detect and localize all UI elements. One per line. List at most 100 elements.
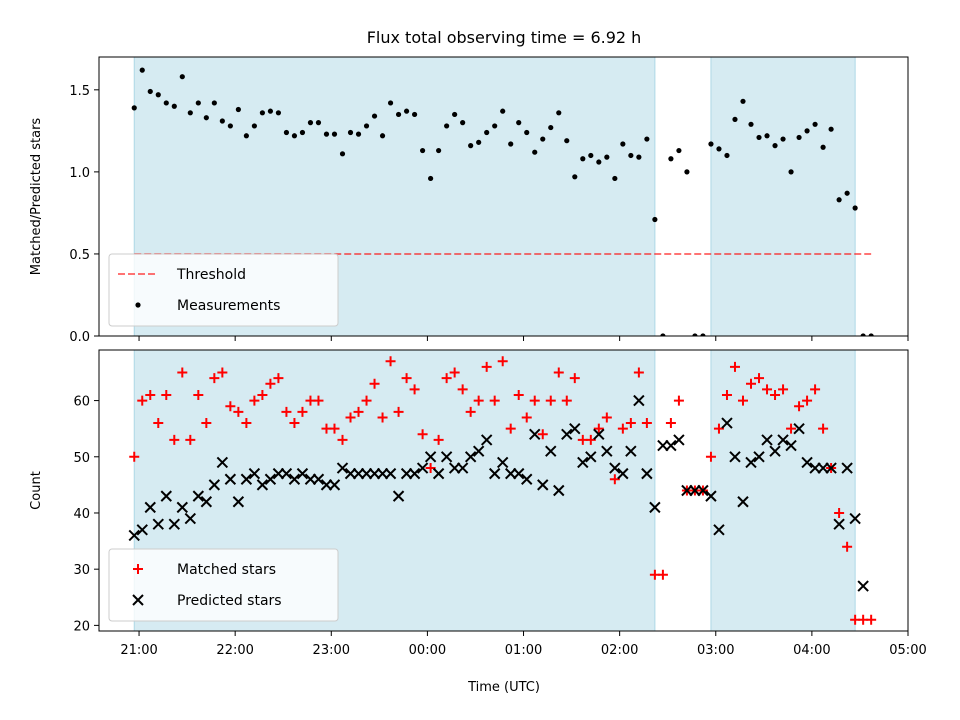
- matched-star-point: [754, 373, 765, 384]
- matched-star-point: [497, 356, 508, 367]
- predicted-star-point: [641, 467, 653, 480]
- measurement-point: [612, 175, 618, 182]
- measurement-point: [403, 108, 410, 114]
- matched-star-point: [281, 406, 292, 417]
- x-tick-label: 05:00: [889, 643, 926, 658]
- matched-star-point: [193, 389, 204, 400]
- predicted-star-point: [537, 479, 549, 491]
- plot-area-2: [128, 356, 877, 625]
- measurement-point: [163, 100, 169, 106]
- matched-star-point: [129, 451, 140, 462]
- predicted-star-point: [721, 417, 733, 429]
- predicted-star-point: [456, 462, 469, 474]
- matched-star-point: [762, 384, 773, 395]
- measurement-point: [195, 100, 201, 106]
- measurement-point: [620, 141, 626, 147]
- matched-star-point: [465, 406, 476, 417]
- legend: Threshold Measurements: [108, 253, 339, 327]
- predicted-star-point: [545, 445, 557, 457]
- x-tick-label: 03:00: [697, 643, 734, 658]
- measurement-point: [291, 133, 298, 139]
- measurement-point: [323, 131, 330, 137]
- matched-star-point: [377, 412, 388, 423]
- matched-star-point: [481, 361, 492, 372]
- predicted-star-point: [144, 501, 156, 514]
- predicted-star-point: [312, 473, 325, 485]
- measurement-point: [484, 129, 490, 136]
- predicted-star-point: [192, 490, 205, 502]
- measurement-point: [468, 143, 474, 149]
- predicted-star-point: [761, 434, 773, 446]
- matched-star-point: [665, 418, 676, 429]
- measurement-point: [628, 152, 634, 159]
- matched-star-point: [713, 423, 724, 434]
- measurement-point: [764, 133, 770, 139]
- measurement-point: [596, 159, 602, 165]
- predicted-star-point: [264, 473, 277, 485]
- matched-star-point: [153, 418, 164, 429]
- measurement-point: [219, 118, 225, 124]
- y-tick-label: 1.0: [69, 166, 90, 181]
- predicted-star-point: [408, 467, 421, 480]
- y-axis-label: Count: [29, 471, 44, 510]
- matched-star-point: [657, 569, 668, 580]
- predicted-star-point: [440, 451, 453, 463]
- measurement-point: [732, 116, 738, 122]
- predicted-star-point: [529, 428, 541, 441]
- matched-star-point: [778, 384, 789, 395]
- measurement-point: [444, 123, 450, 129]
- measurement-point: [275, 110, 282, 116]
- predicted-star-point: [472, 445, 485, 457]
- y-tick-label: 30: [73, 563, 90, 578]
- measurement-point: [828, 126, 834, 132]
- observing-band-2: [710, 349, 856, 632]
- matched-star-point: [625, 418, 636, 429]
- predicted-star-point: [488, 467, 501, 480]
- matched-star-point: [257, 389, 268, 400]
- predicted-star-point: [336, 462, 349, 474]
- matched-star-point: [449, 367, 460, 378]
- predicted-star-point: [513, 467, 525, 480]
- measurement-point: [315, 120, 322, 126]
- y-tick-label: 0.5: [69, 248, 90, 263]
- matched-star-point: [569, 373, 580, 384]
- x-tick-label: 04:00: [793, 643, 830, 658]
- measurement-point: [788, 169, 794, 175]
- measurement-point: [572, 174, 578, 180]
- matched-star-point: [417, 429, 428, 440]
- predicted-star-point: [392, 490, 405, 502]
- matched-star-point: [313, 395, 324, 406]
- predicted-star-point: [737, 496, 749, 508]
- measurement-point: [844, 190, 850, 196]
- measurement-point: [580, 156, 586, 162]
- measurement-point: [420, 147, 426, 154]
- x-tick-label: 02:00: [601, 643, 638, 658]
- y-axis-label: Matched/Predicted stars: [29, 118, 44, 276]
- predicted-star-point: [609, 462, 621, 474]
- measurement-point: [660, 333, 666, 336]
- matched-star-point: [633, 367, 644, 378]
- predicted-star-point: [521, 473, 533, 485]
- measurement-point: [139, 67, 145, 73]
- measurement-point: [676, 147, 682, 154]
- measurement-point: [692, 333, 698, 336]
- measurement-point: [644, 136, 650, 142]
- measurement-point: [524, 129, 530, 136]
- matched-star-point: [794, 401, 805, 412]
- matched-star-point: [441, 373, 452, 384]
- y-tick-label: 40: [73, 507, 90, 522]
- predicted-star-point: [825, 462, 837, 474]
- measurement-point: [708, 141, 714, 147]
- predicted-star-point: [705, 490, 717, 502]
- measurement-point: [243, 133, 249, 139]
- matched-star-point: [737, 395, 748, 406]
- matched-star-point: [609, 474, 620, 485]
- measurement-point: [452, 111, 458, 118]
- matched-star-point: [297, 406, 308, 417]
- matched-star-point: [137, 395, 148, 406]
- matched-star-point: [201, 418, 212, 429]
- matched-star-point: [473, 395, 484, 406]
- matched-star-point: [641, 418, 652, 429]
- matched-star-point: [810, 384, 821, 395]
- measurement-point: [355, 131, 362, 137]
